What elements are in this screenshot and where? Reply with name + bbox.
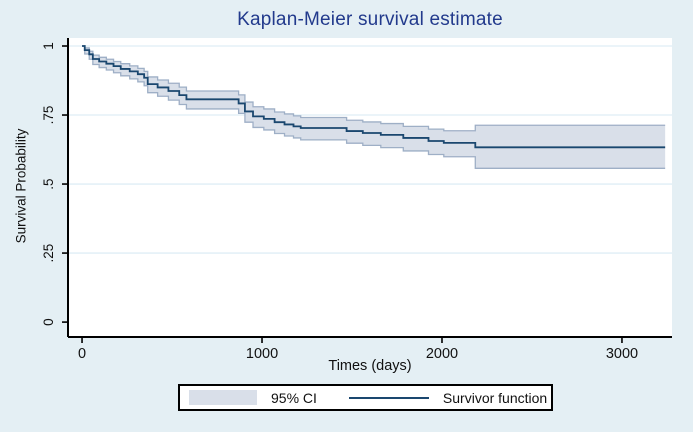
y-tick-label: .25	[41, 244, 56, 263]
x-tick-label: 3000	[606, 346, 638, 362]
confidence-band-layer	[82, 45, 666, 169]
x-tick-label: 2000	[426, 346, 458, 362]
axes-layer	[67, 38, 672, 338]
y-tick-label: .5	[41, 178, 56, 189]
survivor-line-layer	[82, 45, 666, 149]
x-axis-title: Times (days)	[328, 358, 412, 374]
y-tick-label: 1	[41, 42, 56, 50]
y-tick-label: 0	[41, 318, 56, 326]
ci-lower-edge	[82, 45, 666, 169]
survivor-line-sample-icon	[348, 396, 429, 399]
legend-box: 95% CI Survivor function	[178, 384, 553, 411]
y-axis-title: Survival Probability	[13, 128, 29, 244]
chart-title: Kaplan-Meier survival estimate	[237, 9, 503, 30]
x-tick-label: 1000	[246, 346, 278, 362]
legend-ci-label: 95% CI	[271, 389, 317, 406]
x-tick-label: 0	[78, 346, 86, 362]
y-tick-label: .75	[41, 106, 56, 125]
confidence-band	[82, 46, 666, 169]
y-axis-ticks: 0 .25 .5 .75 1	[41, 42, 68, 326]
gridlines-layer	[68, 45, 672, 254]
x-axis-ticks: 0 1000 2000 3000	[78, 337, 638, 362]
ci-swatch-icon	[189, 390, 257, 405]
ci-upper-edge	[82, 45, 666, 132]
legend-line-label: Survivor function	[442, 389, 548, 406]
survivor-function-line	[82, 45, 666, 149]
